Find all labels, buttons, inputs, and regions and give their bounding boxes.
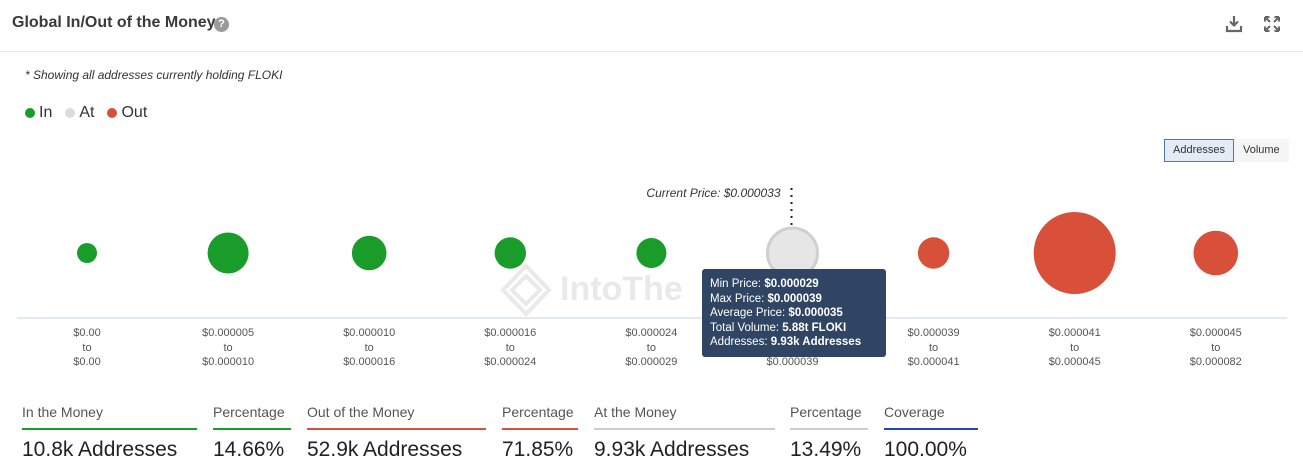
stat-in-percentage: Percentage 14.66% <box>213 404 291 462</box>
legend-label-at: At <box>79 104 95 121</box>
tick-label-from: $0.000041 <box>1049 327 1101 339</box>
tick-label-to-word: to <box>224 342 233 354</box>
tooltip-addr-row: Addresses: 9.93k Addresses <box>710 335 878 350</box>
tick-label-to-word: to <box>929 342 938 354</box>
bubble-in[interactable] <box>636 238 667 268</box>
tick-label-from: $0.000016 <box>484 327 536 339</box>
tick-label-to-word: to <box>1070 342 1079 354</box>
stat-label: Percentage <box>213 404 291 430</box>
tooltip-avg-value: $0.000035 <box>788 307 843 320</box>
tick-label-from: $0.000024 <box>625 327 677 339</box>
tooltip-vol-row: Total Volume: 5.88t FLOKI <box>710 321 878 336</box>
tick-label-from: $0.000005 <box>202 327 254 339</box>
help-icon[interactable]: ? <box>214 17 229 32</box>
tooltip-avg-row: Average Price: $0.000035 <box>710 306 878 321</box>
download-icon[interactable] <box>1224 14 1244 34</box>
stat-out-of-the-money: Out of the Money 52.9k Addresses <box>307 404 486 462</box>
tick-label-to-word: to <box>82 342 91 354</box>
tooltip-max-row: Max Price: $0.000039 <box>710 292 878 307</box>
legend-item-at[interactable]: At <box>65 104 94 122</box>
legend-dot-in <box>25 108 35 118</box>
stat-at-percentage: Percentage 13.49% <box>790 404 868 462</box>
tick-label-to-word: to <box>506 342 515 354</box>
tick-label-to: $0.000039 <box>767 356 819 368</box>
watermark-logo-icon <box>500 263 552 317</box>
stat-label: In the Money <box>22 404 197 430</box>
stat-label: Coverage <box>884 404 978 430</box>
stat-coverage: Coverage 100.00% <box>884 404 978 462</box>
stat-value: 10.8k Addresses <box>22 438 178 461</box>
stat-value: 71.85% <box>502 438 574 461</box>
stat-value: 14.66% <box>213 438 285 461</box>
tick-label-from: $0.000039 <box>908 327 960 339</box>
tick-label-to: $0.000082 <box>1190 356 1242 368</box>
tick-label-to: $0.00 <box>73 356 101 368</box>
volume-toggle-button[interactable]: Volume <box>1233 139 1289 162</box>
tick-label-to-word: to <box>365 342 374 354</box>
stat-value: 100.00% <box>884 438 967 461</box>
legend-dot-at <box>65 108 76 118</box>
stat-in-the-money: In the Money 10.8k Addresses <box>22 404 197 462</box>
stat-at-the-money: At the Money 9.93k Addresses <box>594 404 775 462</box>
tooltip-addr-label: Addresses: <box>710 336 768 349</box>
bubble-in[interactable] <box>494 237 526 269</box>
tick-label-to: $0.000045 <box>1049 356 1101 368</box>
tooltip-max-label: Max Price: <box>710 292 765 305</box>
chart-title: Global In/Out of the Money <box>12 14 216 31</box>
holders-note: * Showing all addresses currently holdin… <box>25 68 283 82</box>
stat-label: At the Money <box>594 404 775 430</box>
tick-label-from: $0.00 <box>73 327 101 339</box>
bubble-tooltip: Min Price: $0.000029 Max Price: $0.00003… <box>702 269 886 357</box>
bubble-in[interactable] <box>77 243 97 263</box>
bubble-out[interactable] <box>917 237 950 269</box>
stat-value: 52.9k Addresses <box>307 438 463 461</box>
tooltip-min-value: $0.000029 <box>764 278 819 290</box>
stat-label: Out of the Money <box>307 404 486 430</box>
tick-label-to: $0.000029 <box>625 356 677 368</box>
stat-label: Percentage <box>790 404 868 430</box>
legend-item-out[interactable]: Out <box>107 104 147 122</box>
tooltip-min-label: Min Price: <box>710 278 762 290</box>
bubble-out[interactable] <box>1033 212 1116 294</box>
tick-label-to: $0.000016 <box>343 356 395 368</box>
tooltip-avg-label: Average Price: <box>710 307 786 320</box>
tick-label-to: $0.000010 <box>202 356 254 368</box>
bubble-chart: IntoThe Current Price: $0.000033 $0.00 to $0… <box>17 186 1287 368</box>
stat-value: 9.93k Addresses <box>594 438 750 461</box>
tick-label-to-word: to <box>1211 342 1220 354</box>
legend-label-out: Out <box>121 104 148 121</box>
tick-label-from: $0.000045 <box>1190 327 1242 339</box>
chart-legend: In At Out <box>25 104 160 122</box>
watermark-text: IntoThe <box>560 270 683 308</box>
expand-icon[interactable] <box>1262 14 1282 34</box>
legend-dot-out <box>107 108 118 118</box>
tick-label-to-word: to <box>647 342 656 354</box>
bubble-out[interactable] <box>1193 230 1239 276</box>
tick-label-to: $0.000024 <box>484 356 536 368</box>
tooltip-min-row: Min Price: $0.000029 <box>710 277 878 292</box>
tooltip-addr-value: 9.93k Addresses <box>770 336 862 349</box>
tooltip-vol-label: Total Volume: <box>710 321 780 334</box>
tooltip-max-value: $0.000039 <box>767 292 822 305</box>
current-price-label: Current Price: $0.000033 <box>646 186 780 200</box>
stat-value: 13.49% <box>790 438 862 461</box>
addresses-toggle-button[interactable]: Addresses <box>1164 139 1234 162</box>
metric-toggle: Addresses Volume <box>1164 139 1289 162</box>
legend-item-in[interactable]: In <box>25 104 52 122</box>
stat-label: Percentage <box>502 404 578 430</box>
bubble-in[interactable] <box>351 235 387 271</box>
tick-label-from: $0.000010 <box>343 327 395 339</box>
watermark: IntoThe <box>500 263 683 317</box>
chart-header: Global In/Out of the Money ? <box>0 0 1303 52</box>
tooltip-vol-value: 5.88t FLOKI <box>782 321 847 334</box>
bubble-in[interactable] <box>207 232 249 274</box>
tick-label-to: $0.000041 <box>908 356 960 368</box>
legend-label-in: In <box>39 104 53 121</box>
stat-out-percentage: Percentage 71.85% <box>502 404 578 462</box>
